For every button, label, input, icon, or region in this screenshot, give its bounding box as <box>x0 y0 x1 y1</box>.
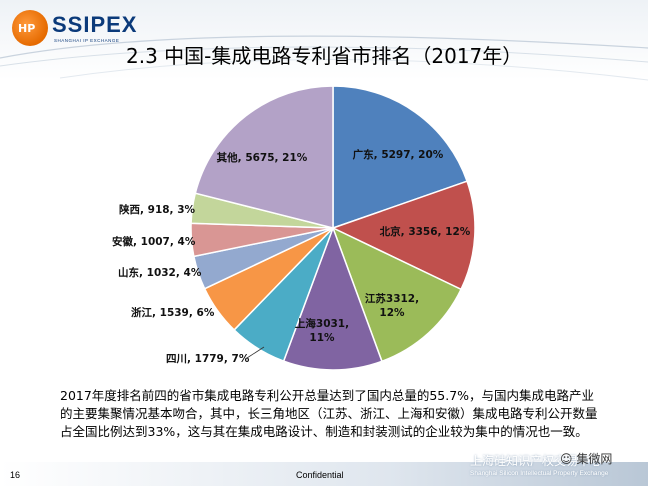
logo-text: SSIPEX <box>52 12 138 37</box>
page-title: 2.3 中国-集成电路专利省市排名（2017年） <box>126 44 523 68</box>
slice-label-浙江: 浙江, 1539, 6% <box>131 306 215 319</box>
decorative-arcs <box>0 35 648 81</box>
wechat-watermark: ☺ 集微网 <box>560 450 612 467</box>
confidential-label: Confidential <box>296 470 344 480</box>
pie-slice-上海 <box>282 225 383 371</box>
logo-subtext: SHANGHAI IP EXCHANGE <box>54 38 120 43</box>
wechat-label: 集微网 <box>576 452 613 466</box>
slice-label-江苏: 江苏3312, 12% <box>365 292 419 319</box>
summary-paragraph: 2017年度排名前四的省市集成电路专利公开总量达到了国内总量的55.7%，与国内… <box>60 388 598 439</box>
footer-org-cn: 上海硅知识产权交易中心 <box>470 454 603 468</box>
pie-slice-北京 <box>331 180 476 291</box>
logo-badge-icon: HP <box>12 10 48 46</box>
pie-chart: 广东, 5297, 20% 北京, 3356, 12% 江苏3312, 12% 上海30… <box>112 85 476 371</box>
slice-label-广东: 广东, 5297, 20% <box>353 148 444 161</box>
page-number: 16 <box>10 470 21 480</box>
footer-band <box>0 462 648 486</box>
footer-org-en: Shanghai Silicon Intellectual Property E… <box>470 470 609 477</box>
slice-label-陕西: 陕西, 918, 3% <box>119 203 196 216</box>
pie-slice-江苏 <box>331 226 463 363</box>
slice-label-安徽: 安徽, 1007, 4% <box>112 235 196 248</box>
header-band <box>0 0 648 80</box>
slice-label-四川: 四川, 1779, 7% <box>166 353 250 365</box>
slice-label-其他: 其他, 5675, 21% <box>217 151 308 164</box>
ssipex-logo: HP SSIPEX SHANGHAI IP EXCHANGE <box>12 8 162 48</box>
slice-label-山东: 山东, 1032, 4% <box>118 266 202 279</box>
pie-slice-其他 <box>194 85 334 229</box>
leader-line-四川 <box>246 346 265 359</box>
wechat-icon: ☺ <box>560 452 573 466</box>
slice-label-北京: 北京, 3356, 12% <box>380 225 471 238</box>
slice-label-上海: 上海3031, 11% <box>295 317 349 344</box>
